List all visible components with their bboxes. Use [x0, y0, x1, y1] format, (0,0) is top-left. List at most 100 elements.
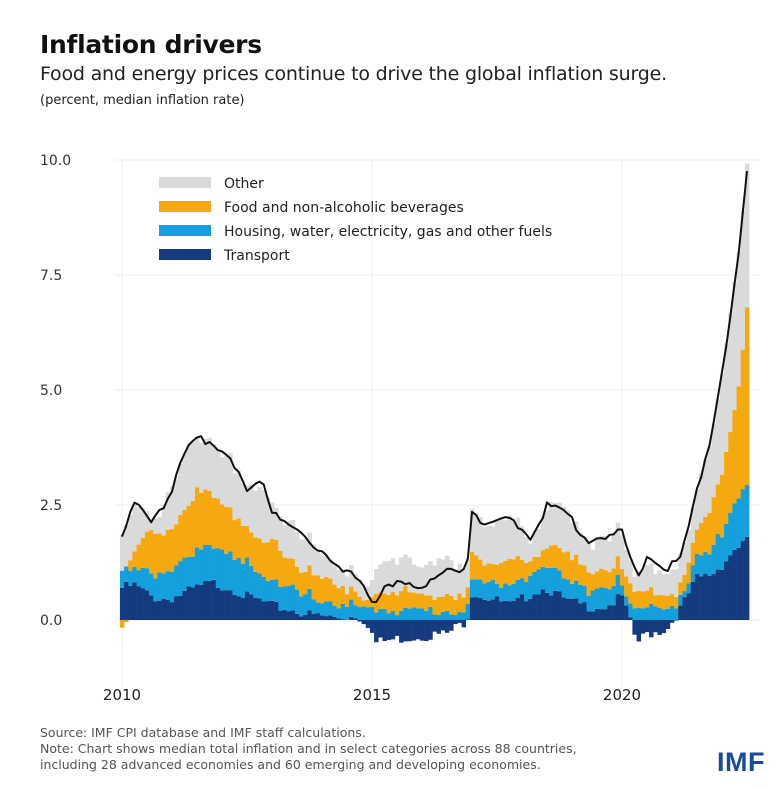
- bar-transport: [707, 576, 712, 620]
- bar-transport: [644, 620, 650, 633]
- legend-label: Transport: [223, 248, 290, 264]
- bar-housing: [144, 568, 150, 591]
- bar-other: [319, 555, 325, 579]
- bar-food: [194, 487, 200, 548]
- bar-other: [194, 436, 200, 488]
- bar-transport: [361, 620, 367, 625]
- bar-food: [407, 592, 412, 609]
- bar-other: [278, 516, 283, 551]
- bar-housing: [432, 614, 437, 620]
- bar-other: [324, 554, 329, 577]
- bar-food: [457, 593, 462, 612]
- bar-housing: [274, 579, 279, 602]
- legend-label: Food and non-alcoholic beverages: [224, 200, 464, 216]
- bar-food: [444, 593, 450, 611]
- bar-transport: [607, 605, 612, 620]
- bar-food: [715, 484, 721, 534]
- bar-other: [207, 437, 212, 491]
- bar-transport: [353, 618, 358, 620]
- bar-other: [132, 503, 137, 552]
- bar-other: [294, 532, 300, 567]
- bar-housing: [157, 572, 162, 601]
- bar-transport: [578, 603, 583, 620]
- bar-food: [299, 572, 304, 597]
- bar-food: [324, 576, 329, 602]
- bar-other: [490, 526, 496, 564]
- bar-food: [144, 531, 150, 569]
- bar-transport: [249, 594, 254, 620]
- bar-other: [240, 483, 246, 526]
- bar-food: [499, 562, 504, 589]
- bar-other: [249, 484, 254, 533]
- bar-other: [507, 515, 512, 559]
- bar-housing: [294, 589, 300, 614]
- bar-transport: [678, 605, 683, 620]
- bar-transport: [619, 595, 625, 620]
- bar-other: [715, 399, 721, 485]
- bar-transport: [682, 597, 687, 620]
- bar-housing: [203, 544, 208, 582]
- legend-swatch: [159, 201, 211, 212]
- bar-housing: [465, 603, 471, 620]
- bar-housing: [365, 607, 371, 620]
- bar-transport: [303, 615, 308, 620]
- bar-housing: [657, 608, 662, 620]
- bar-other: [499, 519, 504, 563]
- bar-transport: [594, 608, 600, 620]
- bar-food: [157, 533, 162, 573]
- bar-housing: [311, 599, 317, 614]
- bar-other: [307, 532, 312, 566]
- bar-other: [419, 567, 425, 594]
- bar-other: [282, 525, 287, 558]
- bar-housing: [399, 610, 404, 620]
- bar-food: [278, 550, 283, 588]
- bar-transport: [365, 620, 371, 628]
- bar-housing: [474, 579, 479, 598]
- legend: Other Food and non-alcoholic beverages Hou…: [159, 176, 552, 264]
- bar-transport: [244, 591, 250, 620]
- bar-transport: [715, 569, 721, 620]
- bar-food: [249, 532, 254, 566]
- bar-housing: [269, 579, 275, 601]
- x-axis: 2010 2015 2020: [103, 686, 641, 704]
- bar-food: [374, 593, 379, 613]
- bar-housing: [719, 537, 725, 570]
- bar-food: [228, 507, 233, 552]
- bar-other: [549, 502, 554, 546]
- bar-other: [374, 568, 379, 594]
- bar-other: [640, 569, 646, 592]
- bar-food: [536, 556, 542, 570]
- bar-transport: [665, 620, 671, 629]
- bar-housing: [344, 606, 350, 620]
- bar-other: [215, 449, 221, 499]
- bar-other: [540, 516, 546, 551]
- bar-housing: [307, 588, 312, 611]
- bar-other: [574, 521, 579, 555]
- bar-transport: [428, 620, 433, 640]
- bar-housing: [665, 608, 671, 620]
- bar-food: [136, 544, 142, 571]
- bar-other: [724, 342, 729, 452]
- bar-food: [436, 596, 442, 616]
- total-inflation-line: [121, 170, 748, 604]
- y-tick-label: 2.5: [40, 498, 62, 514]
- bar-other: [144, 511, 150, 532]
- bar-housing: [261, 576, 267, 602]
- x-tick-label: 2015: [353, 686, 391, 704]
- bar-food: [653, 595, 658, 607]
- bar-housing: [669, 605, 675, 620]
- bar-housing: [694, 553, 700, 575]
- bar-other: [707, 446, 712, 513]
- bar-transport: [636, 620, 642, 642]
- bar-other: [303, 538, 308, 572]
- bar-food: [724, 451, 729, 524]
- bar-other: [174, 478, 179, 525]
- bar-food: [119, 620, 125, 628]
- bar-other: [465, 559, 471, 588]
- bar-other: [453, 569, 458, 600]
- bar-food: [461, 597, 467, 613]
- bar-food: [669, 594, 675, 606]
- bar-transport: [144, 590, 150, 620]
- bar-other: [236, 470, 242, 519]
